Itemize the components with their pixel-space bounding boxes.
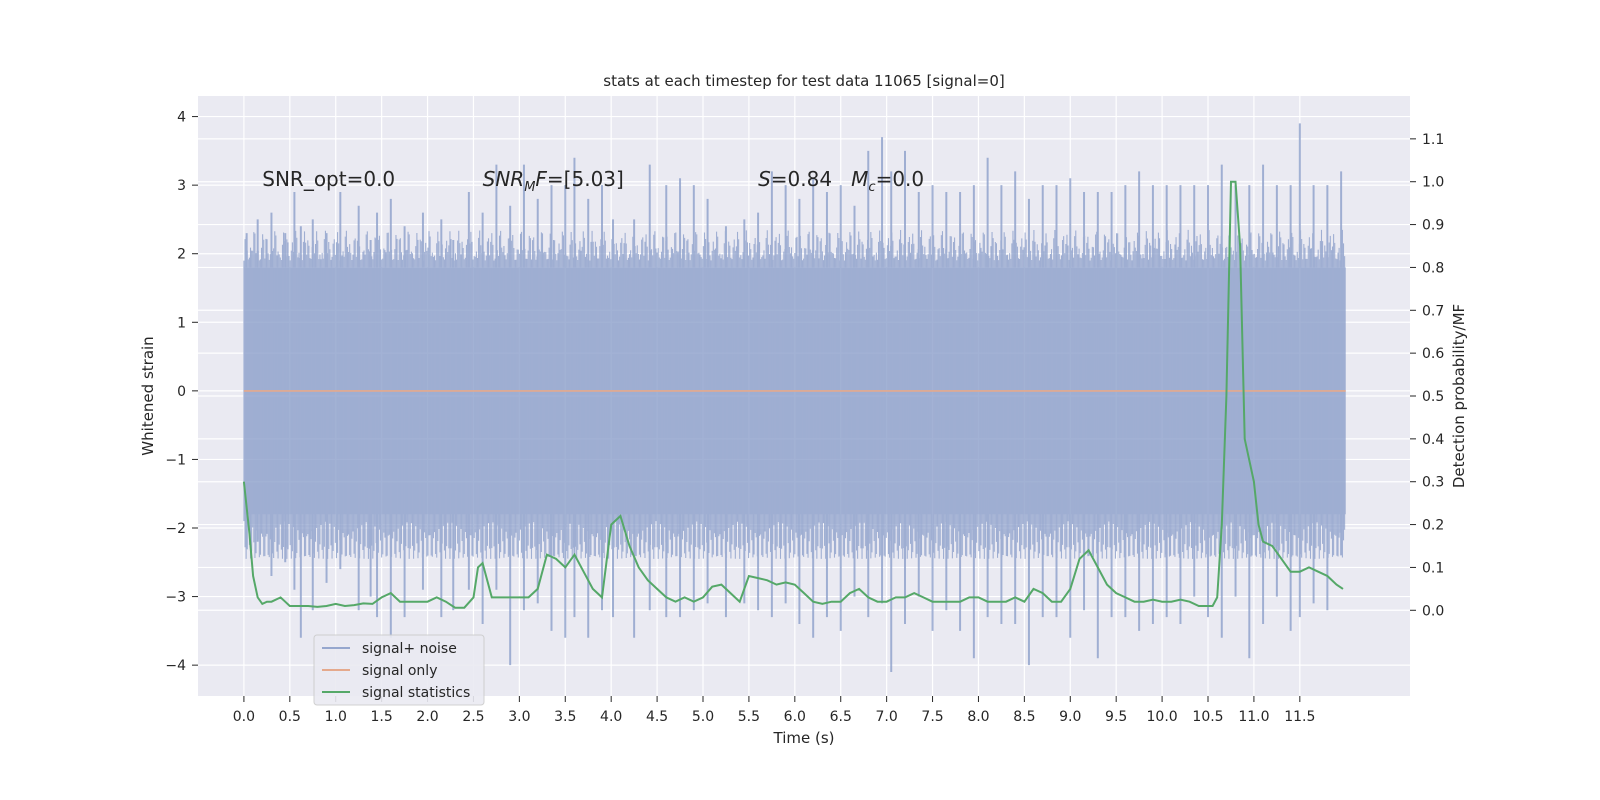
x-tick-label: 4.5 — [646, 709, 668, 725]
legend-box — [313, 634, 485, 706]
annotation-subscript: M — [524, 180, 535, 195]
chart-title: stats at each timestep for test data 110… — [603, 72, 1004, 90]
x-tick-label: 2.5 — [462, 709, 484, 725]
y-right-tick-label: 0.6 — [1422, 346, 1444, 362]
legend-label: signal statistics — [362, 685, 470, 701]
y-right-tick-label: 1.0 — [1422, 175, 1444, 191]
annotation: S=0.84 Mc=0.0 — [758, 167, 924, 195]
annotation-part: =0.84 — [771, 167, 851, 191]
annotation-part: =0.0 — [876, 167, 925, 191]
y-left-tick-label: −3 — [165, 590, 186, 606]
y-right-tick-label: 0.8 — [1422, 260, 1444, 276]
x-tick-label: 8.0 — [967, 709, 989, 725]
annotation-part: S — [758, 167, 771, 191]
annotation-part: F — [535, 167, 547, 191]
y-left-tick-label: 3 — [177, 178, 186, 194]
x-tick-label: 9.5 — [1105, 709, 1127, 725]
annotation-part: =[5.03] — [547, 167, 624, 191]
y-left-axis-label: Whitened strain — [139, 336, 157, 455]
y-left-tick-label: 2 — [177, 247, 186, 263]
y-right-tick-label: 0.5 — [1422, 389, 1444, 405]
x-tick-label: 1.5 — [371, 709, 393, 725]
y-right-tick-label: 1.1 — [1422, 132, 1444, 148]
y-right-tick-label: 0.3 — [1422, 475, 1444, 491]
annotation-part: M — [851, 167, 868, 191]
x-tick-label: 10.0 — [1147, 709, 1178, 725]
x-tick-label: 3.0 — [508, 709, 530, 725]
x-tick-label: 4.0 — [600, 709, 622, 725]
series-layer — [242, 123, 1346, 672]
x-tick-label: 0.0 — [233, 709, 255, 725]
y-right-tick-label: 0.0 — [1422, 603, 1444, 619]
y-left-tick-label: 4 — [177, 110, 186, 126]
y-left-tick-label: 1 — [177, 315, 186, 331]
x-axis: 0.0 0.5 1.0 1.5 2.0 2.5 3.0 3.5 4.0 4.5 5.0 5.5 6.0 6… — [233, 696, 1315, 725]
x-tick-label: 5.0 — [692, 709, 714, 725]
series-signal-statistics — [242, 180, 1344, 609]
y-right-tick-label: 0.4 — [1422, 432, 1444, 448]
y-right-tick-label: 0.9 — [1422, 218, 1444, 234]
annotation-subscript: c — [868, 180, 875, 195]
x-tick-label: 0.5 — [279, 709, 301, 725]
x-tick-label: 3.5 — [554, 709, 576, 725]
annotation-part: SNR — [483, 167, 525, 191]
left-axis: −4 −3 −2 −1 0 1 2 3 4 — [165, 110, 198, 674]
annotation: SNRMF=[5.03] — [483, 167, 624, 195]
x-tick-label: 8.5 — [1013, 709, 1035, 725]
annotation: SNR_opt=0.0 — [262, 167, 395, 191]
y-right-tick-label: 0.7 — [1422, 303, 1444, 319]
y-left-tick-label: 0 — [177, 384, 186, 400]
annotations: SNR_opt=0.0 SNRMF=[5.03] S=0.84 Mc=0.0 — [262, 167, 924, 195]
legend-label: signal+ noise — [362, 641, 457, 657]
y-left-tick-label: −1 — [165, 452, 186, 468]
y-left-tick-label: −4 — [165, 658, 186, 674]
x-axis-label: Time (s) — [773, 729, 835, 747]
x-tick-label: 2.0 — [416, 709, 438, 725]
x-tick-label: 9.0 — [1059, 709, 1081, 725]
x-tick-label: 1.0 — [325, 709, 347, 725]
x-tick-label: 10.5 — [1192, 709, 1223, 725]
x-tick-label: 11.0 — [1238, 709, 1269, 725]
x-tick-label: 11.5 — [1284, 709, 1315, 725]
legend: signal+ noise signal only signal statistic… — [313, 634, 485, 706]
y-right-tick-label: 0.2 — [1422, 518, 1444, 534]
y-right-axis-label: Detection probability/MF — [1450, 304, 1468, 488]
x-tick-label: 7.5 — [921, 709, 943, 725]
y-right-tick-label: 0.1 — [1422, 560, 1444, 576]
right-axis: 0.0 0.1 0.2 0.3 0.4 0.5 0.6 0.7 0.8 0.9 1.0 1.1 — [1410, 132, 1444, 619]
y-left-tick-label: −2 — [165, 521, 186, 537]
x-tick-label: 6.0 — [784, 709, 806, 725]
legend-label: signal only — [362, 663, 437, 679]
x-tick-label: 6.5 — [830, 709, 852, 725]
x-tick-label: 5.5 — [738, 709, 760, 725]
x-tick-label: 7.0 — [876, 709, 898, 725]
